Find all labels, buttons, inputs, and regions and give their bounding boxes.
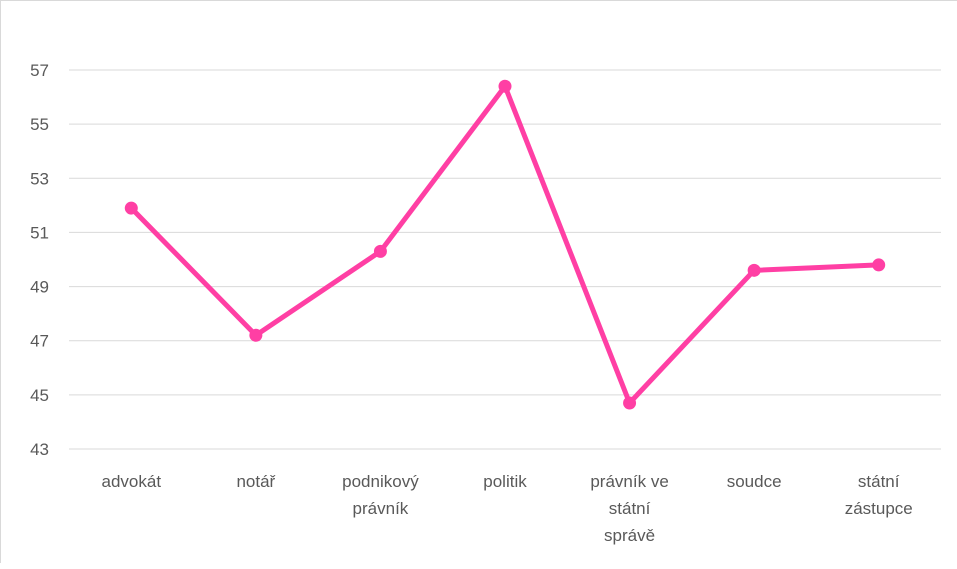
y-tick-label: 53 — [30, 169, 49, 188]
x-tick-label: politik — [483, 472, 527, 491]
y-tick-label: 43 — [30, 440, 49, 459]
x-tick-label: soudce — [727, 472, 782, 491]
y-tick-label: 49 — [30, 278, 49, 297]
series-line — [128, 83, 882, 406]
x-tick-label: právník ve státní správě — [590, 472, 668, 545]
y-tick-label: 51 — [30, 223, 49, 242]
data-point — [249, 328, 263, 342]
x-tick-label: státní zástupce — [845, 472, 913, 518]
data-point — [373, 244, 387, 258]
y-tick-label: 55 — [30, 115, 49, 134]
y-tick-label: 57 — [30, 61, 49, 80]
data-point — [872, 258, 886, 272]
y-tick-label: 45 — [30, 386, 49, 405]
x-tick-label: advokát — [102, 472, 162, 491]
data-point — [498, 79, 512, 93]
data-point — [747, 263, 761, 277]
data-point — [623, 396, 637, 410]
x-tick-label: podnikový právník — [342, 472, 419, 518]
y-tick-label: 47 — [30, 332, 49, 351]
x-tick-label: notář — [236, 472, 275, 491]
data-point — [124, 201, 138, 215]
